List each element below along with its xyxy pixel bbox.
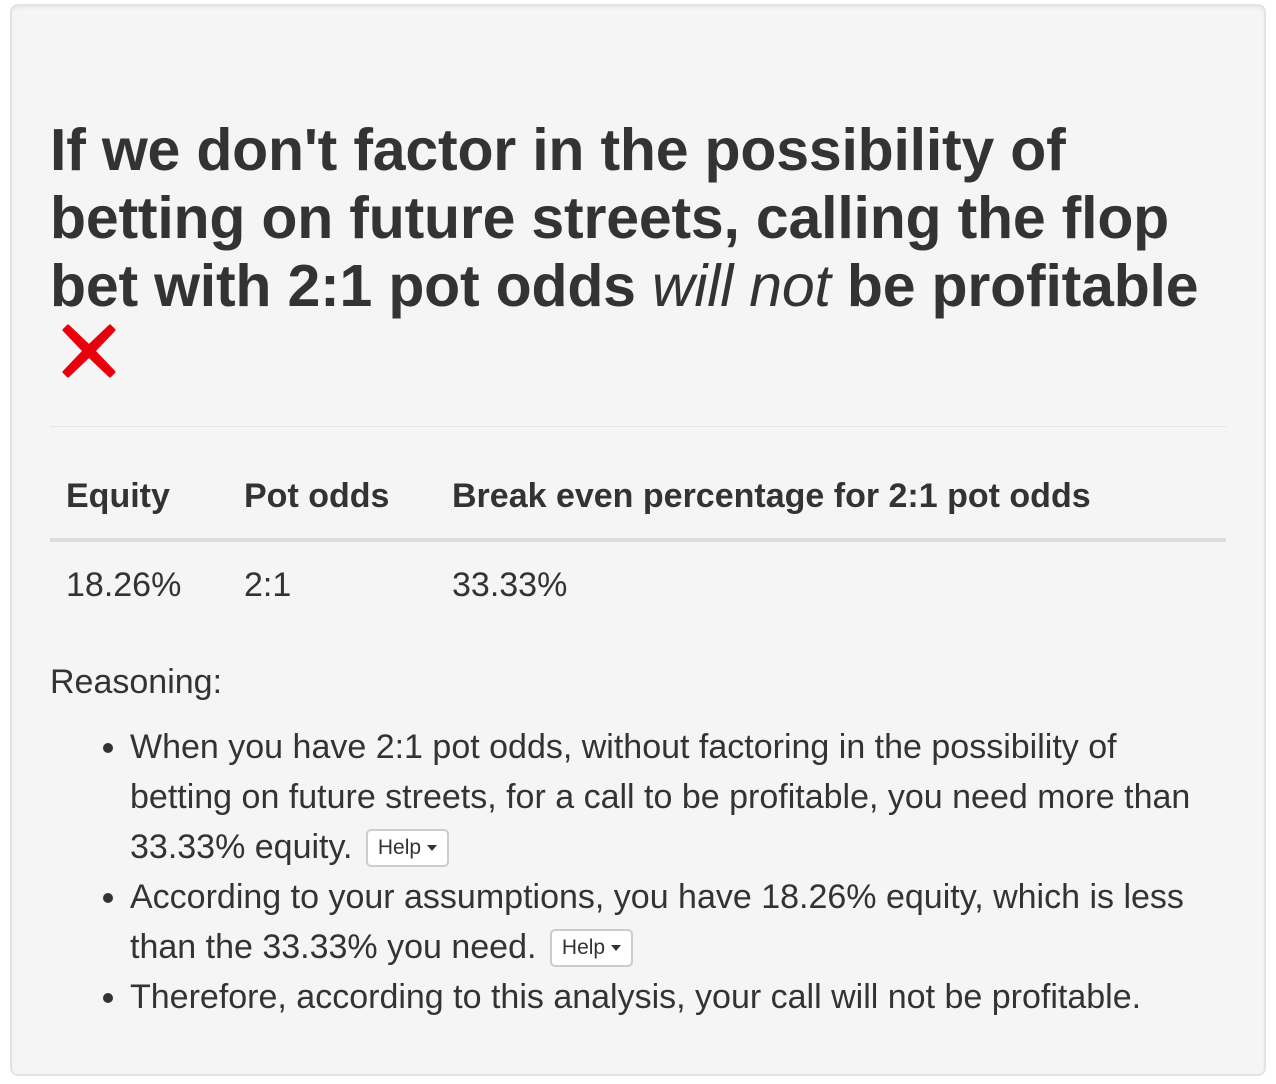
table-row: 18.26% 2:1 33.33% [50, 540, 1226, 605]
result-panel: If we don't factor in the possibility of… [10, 4, 1266, 1076]
reasoning-text: According to your assumptions, you have … [130, 878, 1184, 966]
divider [50, 426, 1226, 427]
header-pot-odds: Pot odds [228, 477, 436, 542]
heading-emphasis: will not [651, 253, 831, 319]
header-break-even: Break even percentage for 2:1 pot odds [436, 477, 1226, 542]
help-button[interactable]: Help [549, 929, 634, 967]
table-header-row: Equity Pot odds Break even percentage fo… [50, 477, 1226, 542]
help-label: Help [377, 836, 422, 859]
heading-text-end: be profitable [830, 253, 1199, 319]
cell-equity: 18.26% [66, 566, 182, 604]
header-equity: Equity [50, 477, 228, 542]
cell-pot-odds: 2:1 [244, 566, 292, 604]
reasoning-text: Therefore, according to this analysis, y… [130, 978, 1142, 1016]
list-item: Therefore, according to this analysis, y… [130, 972, 1226, 1022]
list-item: According to your assumptions, you have … [130, 872, 1226, 972]
list-item: When you have 2:1 pot odds, without fact… [130, 722, 1226, 872]
red-x-icon [58, 320, 120, 396]
reasoning-list: When you have 2:1 pot odds, without fact… [50, 722, 1226, 1022]
help-button[interactable]: Help [365, 829, 450, 867]
caret-down-icon [611, 945, 622, 951]
odds-table: Equity Pot odds Break even percentage fo… [50, 477, 1226, 605]
heading-text-start: If we don't factor in the possibility of… [50, 117, 1169, 319]
caret-down-icon [427, 845, 438, 851]
reasoning-label: Reasoning: [50, 663, 223, 701]
help-label: Help [561, 936, 606, 959]
result-heading: If we don't factor in the possibility of… [50, 116, 1226, 396]
reasoning-text: When you have 2:1 pot odds, without fact… [130, 728, 1191, 866]
cell-break-even: 33.33% [452, 566, 568, 604]
